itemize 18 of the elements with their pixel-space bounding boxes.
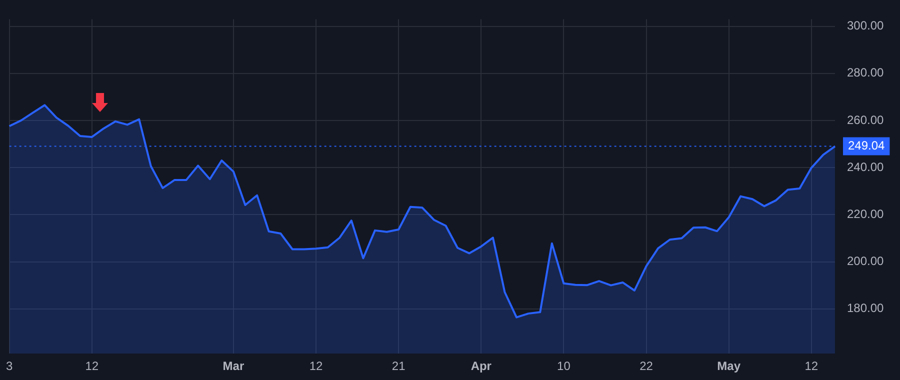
x-tick-label: May [717, 359, 741, 374]
y-tick-label: 280.00 [847, 66, 884, 80]
y-tick-label: 240.00 [847, 160, 884, 174]
x-tick-label: 12 [85, 359, 99, 374]
y-tick-label: 180.00 [847, 301, 884, 316]
y-tick-label: 200.00 [847, 254, 884, 268]
x-tick-label: 12 [309, 359, 324, 374]
x-tick-label: Apr [470, 359, 492, 374]
x-tick-label: 10 [557, 359, 571, 374]
x-tick-label: 12 [804, 359, 818, 374]
y-tick-label: 300.00 [847, 18, 884, 33]
ref-line-label: 249.04 [848, 138, 886, 153]
x-tick-label: 22 [640, 359, 654, 374]
x-tick-label: 21 [392, 359, 406, 374]
y-tick-label: 260.00 [847, 112, 884, 127]
x-tick-label: 3 [6, 359, 13, 374]
x-tick-label: Mar [222, 359, 244, 374]
y-tick-label: 220.00 [847, 206, 884, 221]
